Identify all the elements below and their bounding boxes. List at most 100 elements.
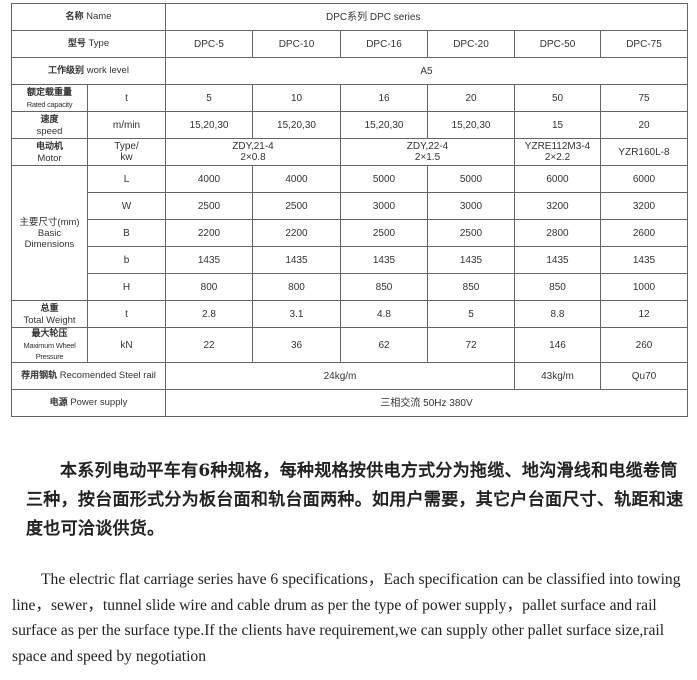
- wheel-pressure-value: 146: [514, 327, 601, 363]
- description-chinese: 本系列电动平车有6种规格，每种规格按供电方式分为拖缆、地沟滑线和电缆卷筒三种，按…: [26, 461, 684, 539]
- type-label-en: Type: [88, 38, 110, 49]
- dimension-value: 800: [165, 273, 253, 301]
- dimension-value: 850: [514, 273, 601, 301]
- model-dpc-20: DPC-20: [427, 30, 515, 58]
- rated-capacity-value: 20: [427, 84, 515, 112]
- speed-value: 15,20,30: [165, 111, 253, 139]
- dimension-value: 800: [252, 273, 341, 301]
- dimension-value: 5000: [340, 165, 428, 193]
- motor-unit-kw: kw: [120, 152, 133, 163]
- name-label-en: Name: [86, 11, 112, 22]
- dimension-unit: b: [87, 246, 166, 274]
- dimension-row: H 800 800 850 850 850 1000: [12, 273, 688, 301]
- name-label-cn: 名称: [65, 12, 84, 22]
- rated-capacity-row: 额定载重量 Rated capacity t 5 10 16 20 50 75: [11, 84, 688, 112]
- dimension-value: 1435: [252, 246, 341, 274]
- total-weight-label-cn: 总重: [40, 303, 59, 314]
- dimension-row: b 1435 1435 1435 1435 1435 1435: [12, 246, 688, 274]
- wheel-pressure-value: 62: [340, 327, 428, 363]
- steel-rail-row: 荐用钢轨 Recomended Steel rail 24kg/m 43kg/m Qu…: [11, 362, 688, 390]
- rated-capacity-unit: t: [87, 84, 166, 112]
- dimensions-label-cn: 主要尺寸(mm): [19, 216, 80, 228]
- rated-capacity-label-en: Rated capacity: [26, 99, 73, 109]
- type-label-cn: 型号: [67, 39, 86, 49]
- motor-unit: Type/kw: [87, 138, 166, 166]
- dimension-value: 3000: [427, 192, 515, 220]
- dimension-value: 1435: [427, 246, 515, 274]
- dimension-value: 4000: [165, 165, 253, 193]
- steel-rail-label-en: Recomended Steel rail: [59, 370, 156, 381]
- dimension-value: 2200: [252, 219, 341, 247]
- dimension-value: 2500: [252, 192, 341, 220]
- steel-rail-value: 24kg/m: [165, 362, 515, 390]
- motor-label-cn: 电动机: [35, 141, 63, 152]
- rated-capacity-label-cn: 额定载重量: [26, 87, 72, 98]
- dimension-value: 2500: [427, 219, 515, 247]
- speed-value: 15,20,30: [252, 111, 341, 139]
- rated-capacity-value: 50: [514, 84, 601, 112]
- series-label: DPC系列 DPC series: [165, 3, 688, 31]
- wheel-pressure-value: 36: [252, 327, 341, 363]
- total-weight-value: 4.8: [340, 300, 428, 328]
- type-row: 型号 Type DPC-5 DPC-10 DPC-16 DPC-20 DPC-50 DPC-…: [11, 30, 688, 58]
- steel-rail-label-cn: 荐用钢轨: [21, 371, 58, 381]
- steel-rail-label: 荐用钢轨 Recomended Steel rail: [11, 362, 166, 390]
- wheel-pressure-value: 22: [165, 327, 253, 363]
- dimension-value: 6000: [600, 165, 688, 193]
- description-english: The electric flat carriage series have 6…: [12, 571, 681, 665]
- wheel-pressure-value: 260: [600, 327, 688, 363]
- speed-label-en: speed: [36, 125, 63, 137]
- speed-value: 15,20,30: [340, 111, 428, 139]
- power-supply-row: 电源 Power supply 三相交流 50Hz 380V: [11, 389, 688, 417]
- wheel-pressure-unit: kN: [87, 327, 166, 363]
- motor-label: 电动机 Motor: [11, 138, 88, 166]
- dimension-value: 3200: [514, 192, 601, 220]
- total-weight-value: 8.8: [514, 300, 601, 328]
- motor-power: 2×1.5: [414, 152, 441, 163]
- speed-value: 20: [600, 111, 688, 139]
- dimension-value: 3000: [340, 192, 428, 220]
- total-weight-value: 2.8: [165, 300, 253, 328]
- dimension-value: 2500: [340, 219, 428, 247]
- speed-value: 15: [514, 111, 601, 139]
- work-level-label: 工作级别 work level: [11, 57, 166, 85]
- rated-capacity-value: 10: [252, 84, 341, 112]
- dimension-value: 1000: [600, 273, 688, 301]
- speed-label: 速度 speed: [11, 111, 88, 139]
- power-supply-value: 三相交流 50Hz 380V: [165, 389, 688, 417]
- dimension-row: B 2200 2200 2500 2500 2800 2600: [12, 219, 688, 247]
- model-dpc-75: DPC-75: [600, 30, 688, 58]
- spec-table: 名称 Name DPC系列 DPC series 型号 Type DPC-5 DPC-1…: [11, 3, 688, 417]
- rated-capacity-label: 额定载重量 Rated capacity: [11, 84, 88, 112]
- speed-row: 速度 speed m/min 15,20,30 15,20,30 15,20,30 15,2…: [11, 111, 688, 139]
- dimension-value: 5000: [427, 165, 515, 193]
- dimension-value: 850: [427, 273, 515, 301]
- dimension-row: W 2500 2500 3000 3000 3200 3200: [12, 192, 688, 220]
- dimension-unit: L: [87, 165, 166, 193]
- dimension-value: 2500: [165, 192, 253, 220]
- dimensions-label-en-1: Basic: [37, 227, 62, 239]
- dimension-unit: H: [87, 273, 166, 301]
- model-dpc-5: DPC-5: [165, 30, 253, 58]
- motor-model: YZR160L-8: [618, 146, 670, 158]
- motor-unit-type: Type/: [114, 141, 139, 152]
- motor-model: YZRE112M3-4: [524, 141, 591, 152]
- motor-model: ZDY,22-4: [406, 141, 449, 152]
- speed-label-cn: 速度: [40, 114, 59, 125]
- work-level-label-en: work level: [86, 65, 129, 76]
- motor-model: ZDY,21-4: [232, 141, 274, 152]
- speed-value: 15,20,30: [427, 111, 515, 139]
- work-level-row: 工作级别 work level A5: [11, 57, 688, 85]
- dimension-value: 850: [340, 273, 428, 301]
- motor-value: YZR160L-8: [600, 138, 688, 166]
- dimension-value: 4000: [252, 165, 341, 193]
- speed-unit: m/min: [87, 111, 166, 139]
- wheel-pressure-row: 最大轮压 Maximum Wheel Pressure kN 22 36 62 72 146 2…: [11, 327, 688, 363]
- dimension-unit: W: [87, 192, 166, 220]
- total-weight-value: 12: [600, 300, 688, 328]
- dimension-row: 主要尺寸(mm) Basic Dimensions L 4000 4000 5000 5000…: [11, 165, 688, 301]
- steel-rail-value: Qu70: [600, 362, 688, 390]
- series-row: 名称 Name DPC系列 DPC series: [11, 3, 688, 31]
- motor-value: ZDY,22-4 2×1.5: [340, 138, 515, 166]
- model-dpc-16: DPC-16: [340, 30, 428, 58]
